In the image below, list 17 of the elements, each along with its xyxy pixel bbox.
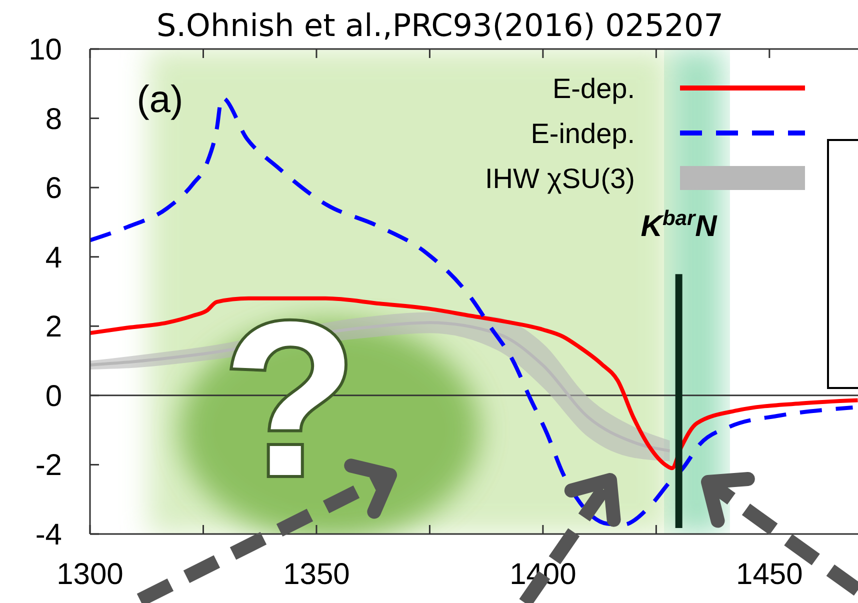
y-tick-label: 4: [45, 241, 62, 274]
ref-line-label: K$^{bar}$N: [640, 206, 718, 244]
y-tick-label: 6: [45, 172, 62, 206]
y-tick-label: 10: [28, 34, 62, 66]
legend-label: E-dep.: [552, 72, 635, 104]
annotation: (a): [136, 79, 184, 121]
chart-title: S.Ohnish et al.,PRC93(2016) 025207: [156, 8, 724, 44]
legend-label: E-indep.: [530, 118, 635, 149]
y-tick-label: 8: [45, 102, 62, 136]
legend-label: IHW χSU(3): [484, 162, 635, 194]
y-tick-label: -4: [35, 518, 62, 552]
x-tick-label: 1300: [56, 558, 124, 591]
x-tick-label: 1450: [736, 558, 803, 591]
y-tick-label: 2: [45, 310, 62, 344]
y-tick-label: 0: [45, 380, 62, 413]
x-tick-label: 1350: [283, 558, 350, 591]
y-tick-label: -2: [35, 449, 62, 482]
